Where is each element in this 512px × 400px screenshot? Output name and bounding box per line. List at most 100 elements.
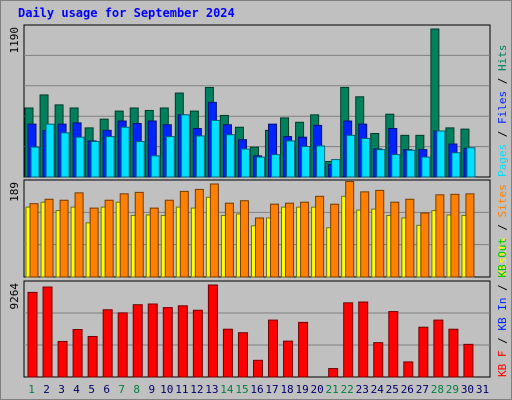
bar-kb-f <box>463 343 474 378</box>
legend-separator: / <box>496 71 509 91</box>
legend: Visits / Sites <box>496 184 509 277</box>
bar-kb-f <box>222 328 233 378</box>
bar-pages <box>406 149 416 178</box>
bar-pages <box>376 149 386 178</box>
bar-kb-f <box>87 335 98 378</box>
x-tick-label: 24 <box>371 383 385 396</box>
x-tick-label: 4 <box>73 383 80 396</box>
bar-sites <box>149 207 159 278</box>
bar-kb-f <box>268 319 279 378</box>
x-tick-label: 7 <box>118 383 125 396</box>
x-tick-label: 19 <box>295 383 308 396</box>
bar-pages <box>316 145 326 178</box>
x-tick-label: 21 <box>326 383 339 396</box>
bar-kb-f <box>343 302 354 378</box>
bar-sites <box>420 212 430 278</box>
bar-pages <box>120 126 130 178</box>
chart-title: Daily usage for September 2024 <box>18 6 235 20</box>
bar-sites <box>194 188 204 278</box>
x-tick-label: 22 <box>341 383 354 396</box>
x-tick-label: 28 <box>431 383 444 396</box>
bar-pages <box>421 156 431 178</box>
x-tick-label: 30 <box>461 383 474 396</box>
legend-entry: Pages <box>496 144 509 177</box>
bar-sites <box>254 217 264 278</box>
bar-kb-f <box>283 340 294 378</box>
legend-separator: / <box>496 331 509 351</box>
bar-kb-f <box>177 305 188 378</box>
bar-kb-f <box>147 303 158 378</box>
bar-pages <box>90 141 100 178</box>
bar-sites <box>59 199 69 278</box>
x-tick-label: 5 <box>88 383 95 396</box>
bar-pages <box>346 134 356 178</box>
bar-sites <box>270 203 280 278</box>
bar-kb-f <box>102 309 113 378</box>
bar-pages <box>240 148 250 178</box>
legend: KB F / KB In / KB Out <box>496 238 509 377</box>
bar-sites <box>450 193 460 278</box>
x-tick-label: 14 <box>220 383 234 396</box>
bar-kb-f <box>237 332 248 378</box>
bar-kb-f <box>373 342 384 378</box>
legend-entry: KB In <box>496 298 509 331</box>
bar-pages <box>60 132 70 178</box>
y-axis-max-label: 9264 <box>8 283 21 310</box>
x-tick-label: 18 <box>280 383 293 396</box>
bar-sites <box>104 199 114 278</box>
bar-sites <box>74 192 84 278</box>
bar-sites <box>315 195 325 278</box>
bar-sites <box>209 183 219 278</box>
bar-kb-f <box>388 311 399 378</box>
bar-pages <box>466 147 476 178</box>
bar-kb-f <box>433 319 444 378</box>
bar-pages <box>451 152 461 178</box>
x-tick-label: 3 <box>58 383 65 396</box>
legend: Pages / Files / Hits <box>496 45 509 178</box>
x-tick-label: 27 <box>416 383 429 396</box>
bar-kb-f <box>448 328 459 378</box>
bar-sites <box>405 198 415 278</box>
x-tick-label: 17 <box>265 383 278 396</box>
bar-sites <box>179 190 189 278</box>
bar-pages <box>180 114 190 178</box>
legend-entry: Files <box>496 91 509 124</box>
bar-sites <box>435 194 445 278</box>
x-tick-label: 26 <box>401 383 414 396</box>
bar-sites <box>285 202 295 278</box>
bar-kb-f <box>192 309 203 378</box>
x-tick-label: 6 <box>103 383 110 396</box>
bar-pages <box>210 119 220 178</box>
bar-sites <box>224 202 234 278</box>
bar-sites <box>330 203 340 278</box>
x-tick-label: 11 <box>175 383 188 396</box>
bar-kb-f <box>207 284 218 378</box>
x-tick-label: 25 <box>386 383 399 396</box>
bar-pages <box>361 137 371 178</box>
bar-kb-f <box>328 368 339 378</box>
bar-pages <box>271 154 281 178</box>
bar-sites <box>345 181 355 278</box>
x-tick-label: 13 <box>205 383 218 396</box>
bar-pages <box>331 159 341 178</box>
y-axis-max-label: 1190 <box>8 27 21 54</box>
x-tick-label: 1 <box>28 383 35 396</box>
x-tick-label: 10 <box>160 383 173 396</box>
bar-kb-f <box>132 304 143 378</box>
bar-kb-f <box>27 291 38 378</box>
bar-pages <box>255 156 265 178</box>
bar-kb-f <box>252 359 263 378</box>
bar-sites <box>164 199 174 278</box>
bar-sites <box>300 201 310 278</box>
bar-sites <box>29 203 39 278</box>
bar-sites <box>134 191 144 278</box>
legend-entry: Sites <box>496 184 509 217</box>
bar-pages <box>30 146 40 178</box>
bar-sites <box>390 201 400 278</box>
bar-kb-f <box>418 326 429 378</box>
legend-entry: KB Out <box>496 238 509 278</box>
x-tick-label: 8 <box>133 383 140 396</box>
bar-sites <box>89 207 99 278</box>
x-tick-label: 16 <box>250 383 263 396</box>
